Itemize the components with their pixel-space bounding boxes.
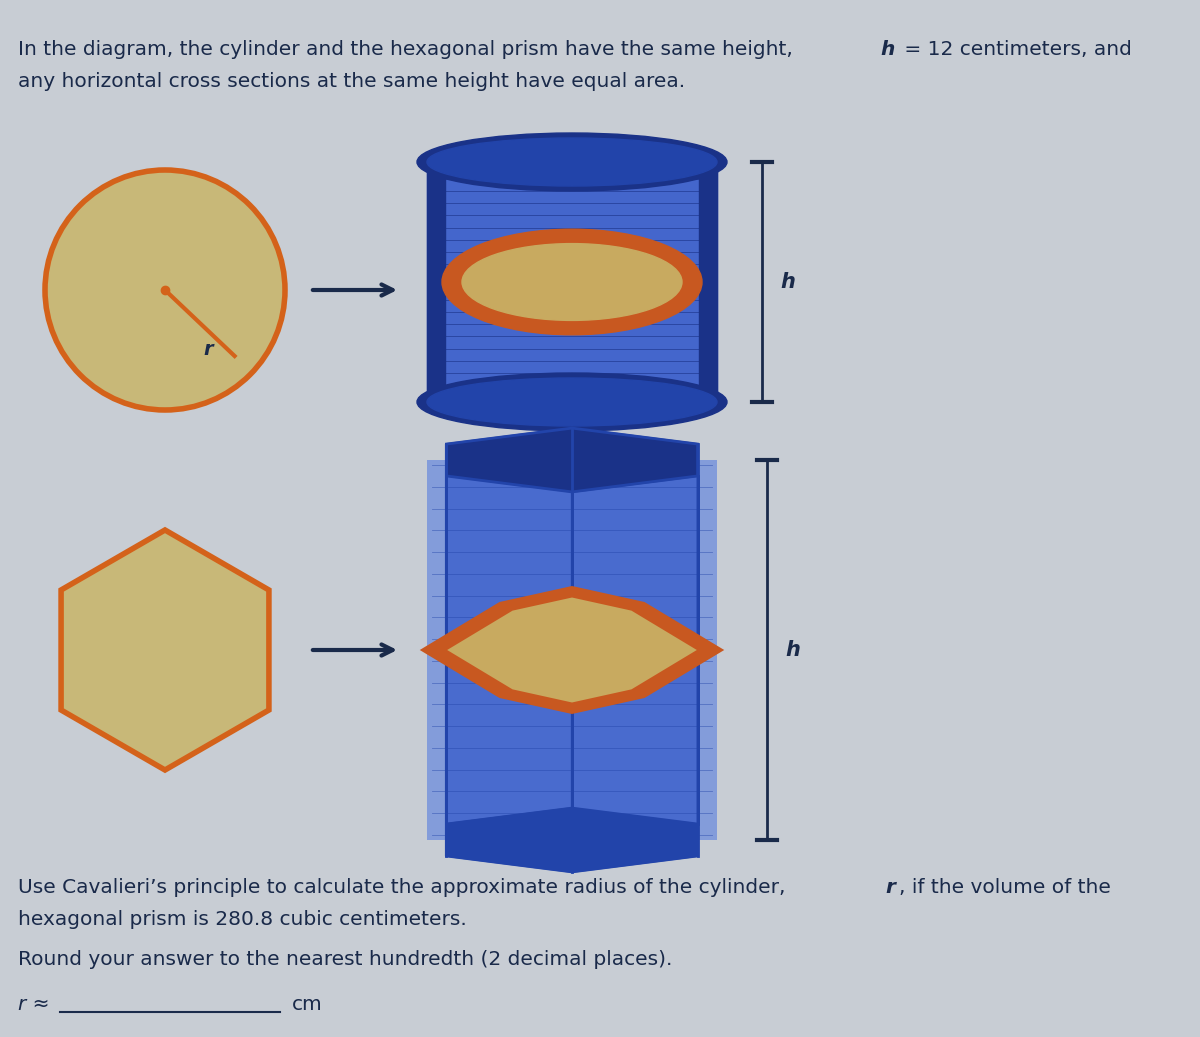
Polygon shape	[456, 621, 688, 679]
Polygon shape	[446, 428, 697, 492]
Ellipse shape	[418, 133, 727, 191]
Text: h: h	[880, 40, 894, 59]
Polygon shape	[446, 808, 697, 872]
Ellipse shape	[427, 379, 718, 426]
Ellipse shape	[462, 244, 682, 320]
Text: r ≈: r ≈	[18, 994, 49, 1014]
Polygon shape	[448, 597, 697, 702]
Polygon shape	[572, 476, 697, 872]
Polygon shape	[572, 428, 697, 824]
Bar	[427, 162, 718, 402]
Text: h: h	[785, 640, 800, 660]
Polygon shape	[61, 530, 269, 770]
Text: r: r	[886, 878, 895, 897]
Polygon shape	[446, 428, 572, 824]
Text: r: r	[203, 340, 212, 359]
Polygon shape	[427, 460, 718, 840]
Polygon shape	[478, 626, 666, 674]
Text: Round your answer to the nearest hundredth (2 decimal places).: Round your answer to the nearest hundred…	[18, 950, 672, 969]
Bar	[427, 162, 445, 402]
Text: cm: cm	[292, 994, 323, 1014]
Ellipse shape	[418, 373, 727, 431]
Text: In the diagram, the cylinder and the hexagonal prism have the same height,: In the diagram, the cylinder and the hex…	[18, 40, 799, 59]
Text: any horizontal cross sections at the same height have equal area.: any horizontal cross sections at the sam…	[18, 72, 685, 91]
Text: h: h	[780, 272, 794, 292]
Ellipse shape	[442, 229, 702, 335]
Polygon shape	[446, 476, 572, 872]
Text: Use Cavalieri’s principle to calculate the approximate radius of the cylinder,: Use Cavalieri’s principle to calculate t…	[18, 878, 792, 897]
Ellipse shape	[427, 138, 718, 186]
Polygon shape	[420, 586, 725, 714]
Text: hexagonal prism is 280.8 cubic centimeters.: hexagonal prism is 280.8 cubic centimete…	[18, 910, 467, 929]
Circle shape	[46, 170, 286, 410]
Text: = 12 centimeters, and: = 12 centimeters, and	[898, 40, 1132, 59]
Bar	[698, 162, 718, 402]
Text: , if the volume of the: , if the volume of the	[899, 878, 1111, 897]
